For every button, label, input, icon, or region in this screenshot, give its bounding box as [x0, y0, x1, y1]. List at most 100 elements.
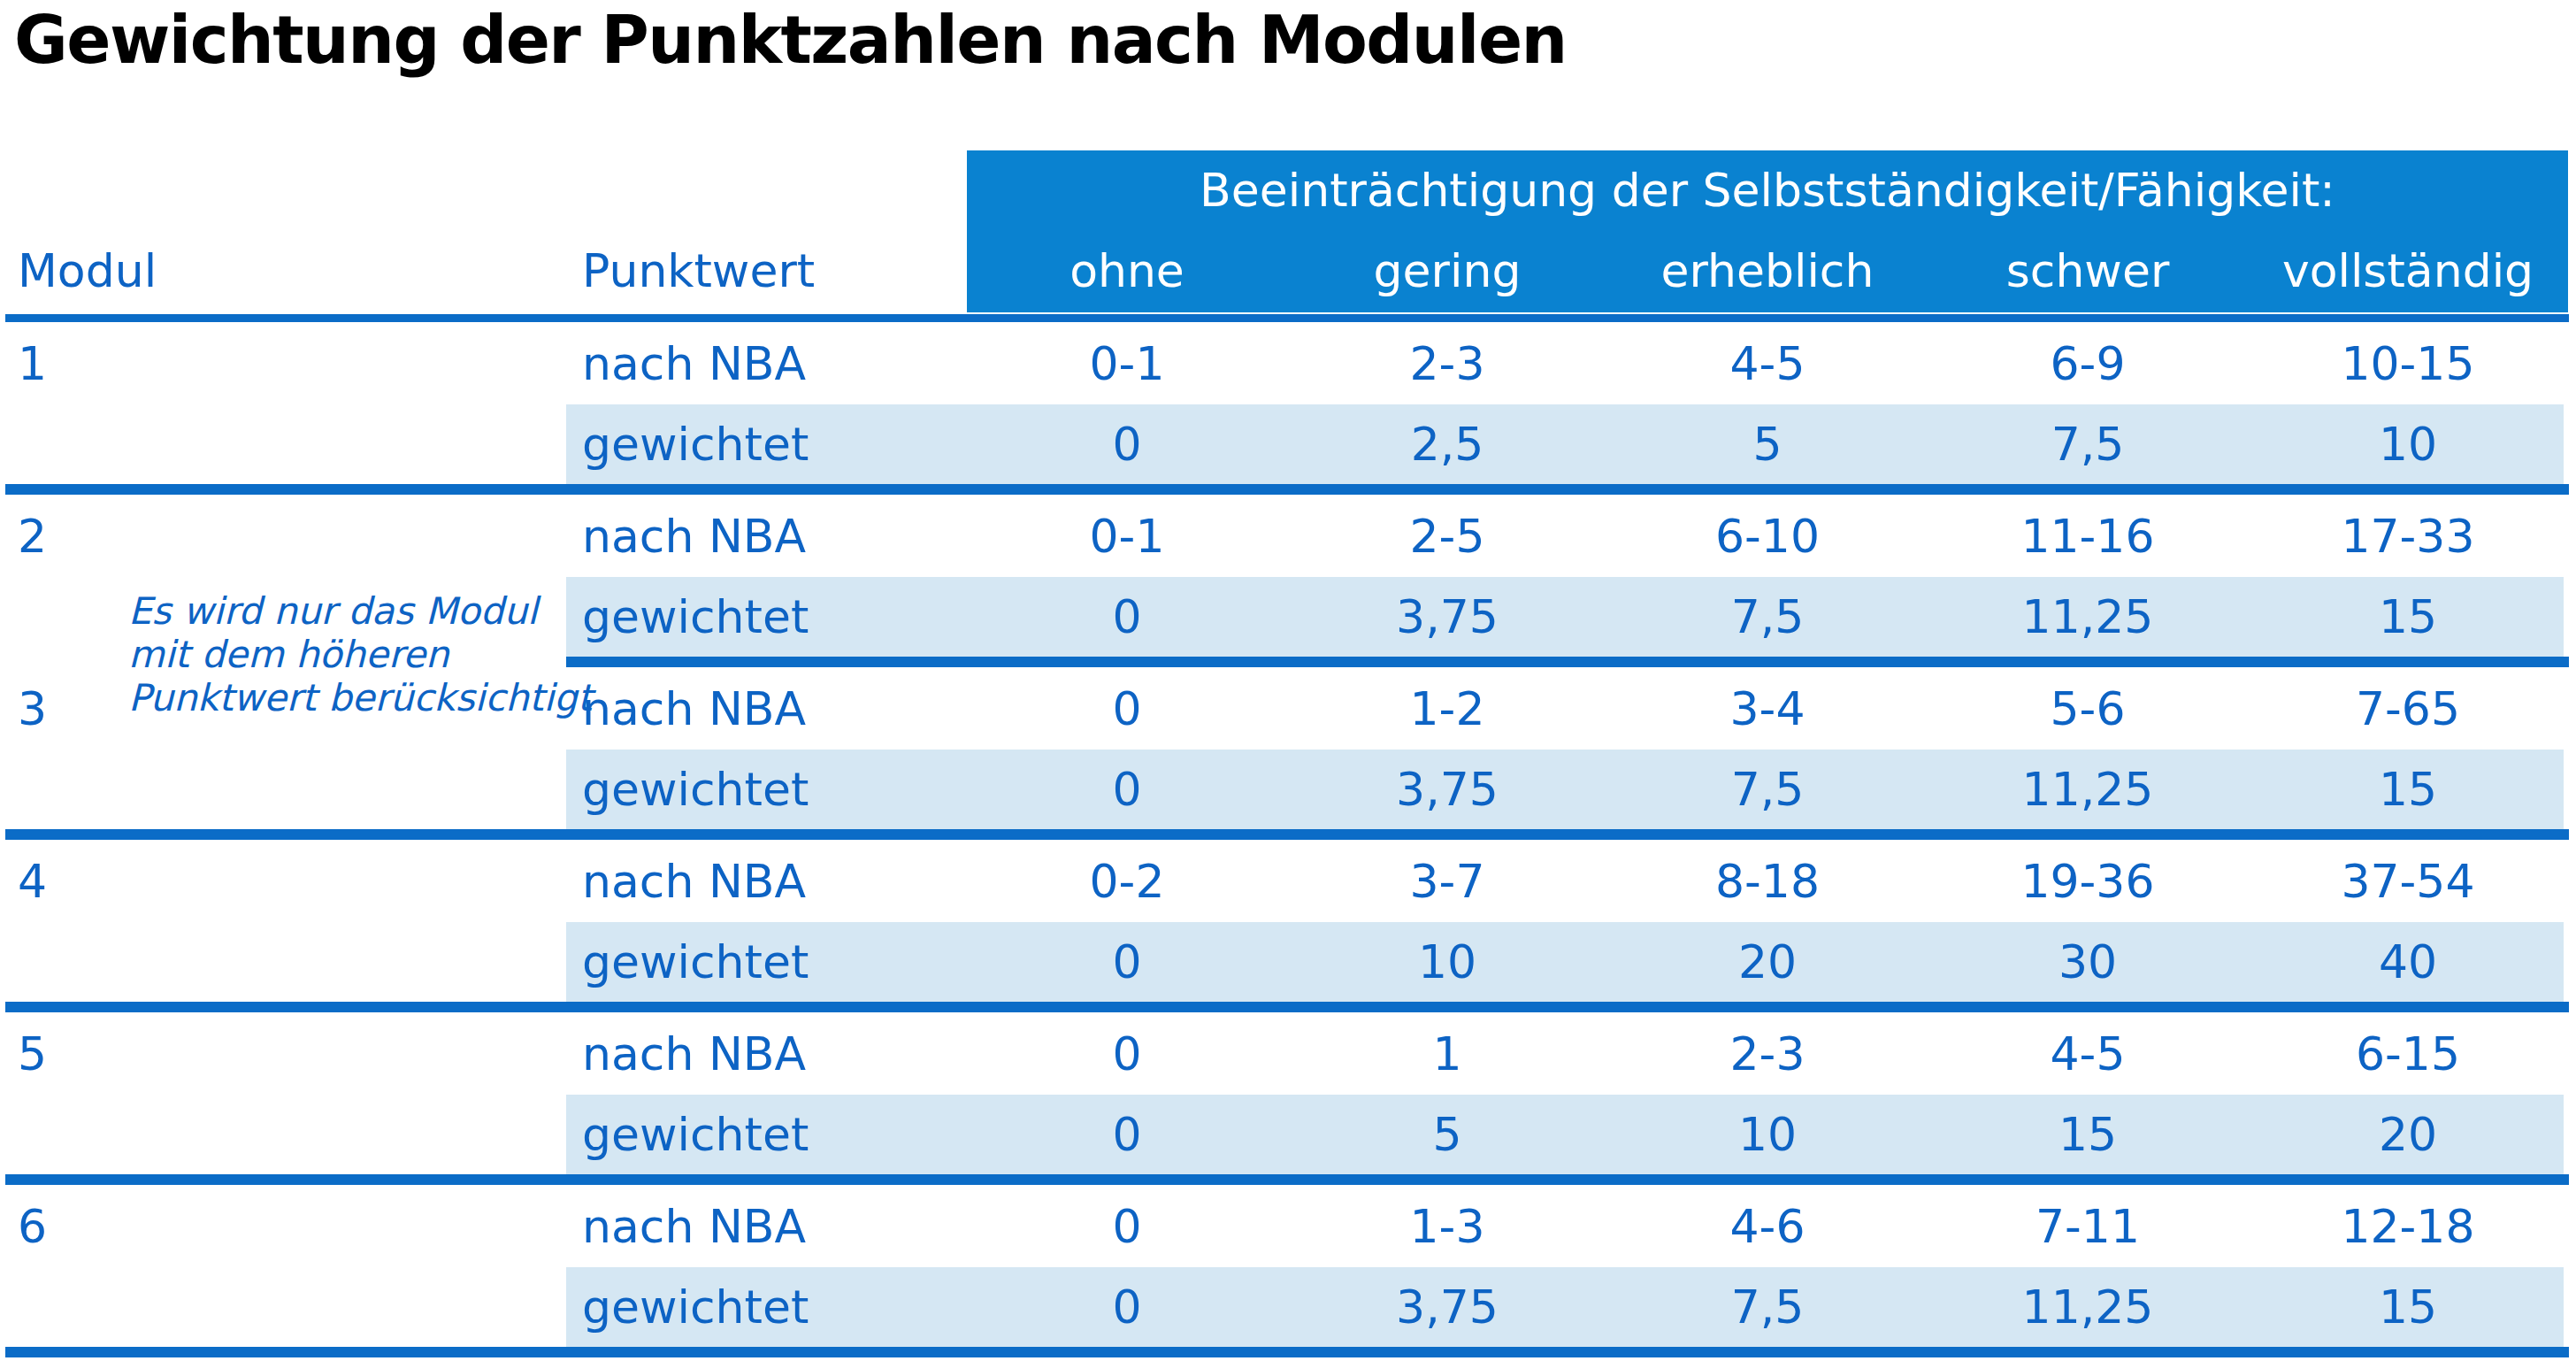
severity-header-ohne: ohne — [967, 228, 1287, 312]
value-cell: 0 — [967, 1012, 1287, 1095]
module-number: 6 — [18, 1185, 47, 1267]
value-cell: 20 — [1607, 922, 1928, 1002]
value-cell: 7-65 — [2248, 667, 2568, 750]
value-cell: 0 — [967, 1185, 1287, 1267]
weighted-row-label: gewichtet — [582, 922, 809, 1002]
value-cell: 0 — [967, 404, 1287, 484]
value-cell: 0 — [967, 750, 1287, 829]
nba-row-label: nach NBA — [582, 1185, 806, 1267]
value-cell: 7,5 — [1607, 750, 1928, 829]
value-cell: 3,75 — [1287, 1267, 1607, 1347]
value-cell: 10 — [1287, 922, 1607, 1002]
module-nba-row: 6 nach NBA 01-34-67-1112-18 — [0, 1185, 2576, 1267]
value-cell: 5 — [1607, 404, 1928, 484]
page-title: Gewichtung der Punktzahlen nach Modulen — [14, 2, 1567, 78]
module-weighted-row: gewichtet 03,757,511,2515 — [0, 1267, 2576, 1347]
module-weighted-row: gewichtet 010203040 — [0, 922, 2576, 1002]
value-cell: 0 — [967, 1267, 1287, 1347]
weighted-row-band: gewichtet 02,557,510 — [566, 404, 2564, 484]
nba-row-label: nach NBA — [582, 1012, 806, 1095]
document-page: Gewichtung der Punktzahlen nach Modulen … — [0, 0, 2576, 1361]
value-cell: 17-33 — [2248, 495, 2568, 577]
severity-header-erheblich: erheblich — [1607, 228, 1928, 312]
weighted-row-band: gewichtet 010203040 — [566, 922, 2564, 1002]
module-separator-line — [566, 657, 2569, 667]
weighted-row-band: gewichtet 05101520 — [566, 1095, 2564, 1174]
value-cell: 7,5 — [1607, 1267, 1928, 1347]
module-number: 2 — [18, 495, 47, 577]
value-cell: 0-2 — [967, 840, 1287, 922]
module-separator-line — [5, 1347, 2569, 1357]
nba-values: 0-23-78-1819-3637-54 — [967, 840, 2568, 922]
value-cell: 37-54 — [2248, 840, 2568, 922]
value-cell: 10-15 — [2248, 322, 2568, 404]
nba-row-label: nach NBA — [582, 840, 806, 922]
nba-values: 012-34-56-15 — [967, 1012, 2568, 1095]
value-cell: 8-18 — [1607, 840, 1928, 922]
module-weighted-row: gewichtet 03,757,511,2515 — [0, 750, 2576, 829]
module-nba-row: 2 nach NBA 0-12-56-1011-1617-33 — [0, 495, 2576, 577]
module-number: 1 — [18, 322, 47, 404]
value-cell: 10 — [2248, 404, 2568, 484]
header-divider-line — [5, 314, 2569, 322]
module-weighted-row: gewichtet 02,557,510 — [0, 404, 2576, 484]
value-cell: 15 — [2248, 577, 2568, 657]
weighted-values: 03,757,511,2515 — [967, 750, 2568, 829]
value-cell: 3-4 — [1607, 667, 1928, 750]
value-cell: 7,5 — [1607, 577, 1928, 657]
weighted-values: 03,757,511,2515 — [967, 577, 2568, 657]
weighted-row-label: gewichtet — [582, 1267, 809, 1347]
nba-values: 0-12-34-56-910-15 — [967, 322, 2568, 404]
weighted-values: 02,557,510 — [967, 404, 2568, 484]
value-cell: 0 — [967, 922, 1287, 1002]
weighted-values: 010203040 — [967, 922, 2568, 1002]
value-cell: 4-5 — [1928, 1012, 2248, 1095]
value-cell: 5 — [1287, 1095, 1607, 1174]
severity-group-header: Beeinträchtigung der Selbstständigkeit/F… — [967, 150, 2568, 230]
value-cell: 0 — [967, 667, 1287, 750]
module-nba-row: 5 nach NBA 012-34-56-15 — [0, 1012, 2576, 1095]
value-cell: 3-7 — [1287, 840, 1607, 922]
module-block: 6 nach NBA 01-34-67-1112-18 gewichtet 03… — [0, 1185, 2576, 1357]
nba-row-label: nach NBA — [582, 322, 806, 404]
nba-values: 01-23-45-67-65 — [967, 667, 2568, 750]
nba-values: 01-34-67-1112-18 — [967, 1185, 2568, 1267]
value-cell: 12-18 — [2248, 1185, 2568, 1267]
value-cell: 11,25 — [1928, 750, 2248, 829]
value-cell: 2,5 — [1287, 404, 1607, 484]
module-block: 5 nach NBA 012-34-56-15 gewichtet 051015… — [0, 1012, 2576, 1185]
value-cell: 6-15 — [2248, 1012, 2568, 1095]
module-weighted-row: gewichtet 05101520 — [0, 1095, 2576, 1174]
note-modules-2-3: Es wird nur das Modul mit dem höheren Pu… — [128, 589, 592, 719]
nba-row-label: nach NBA — [582, 667, 806, 750]
weighted-row-label: gewichtet — [582, 577, 809, 657]
value-cell: 0 — [967, 1095, 1287, 1174]
value-cell: 3,75 — [1287, 577, 1607, 657]
value-cell: 2-5 — [1287, 495, 1607, 577]
module-nba-row: 1 nach NBA 0-12-34-56-910-15 — [0, 322, 2576, 404]
column-header-modul: Modul — [18, 228, 157, 312]
value-cell: 30 — [1928, 922, 2248, 1002]
module-separator-line — [5, 829, 2569, 840]
left-column-headers: Modul Punktwert — [0, 228, 967, 312]
value-cell: 15 — [2248, 750, 2568, 829]
module-number: 4 — [18, 840, 47, 922]
weighted-values: 05101520 — [967, 1095, 2568, 1174]
value-cell: 5-6 — [1928, 667, 2248, 750]
weighted-row-label: gewichtet — [582, 1095, 809, 1174]
weighted-row-band: gewichtet 03,757,511,2515 — [566, 577, 2564, 657]
weighted-values: 03,757,511,2515 — [967, 1267, 2568, 1347]
value-cell: 0-1 — [967, 322, 1287, 404]
value-cell: 6-9 — [1928, 322, 2248, 404]
module-separator-line — [5, 1002, 2569, 1012]
value-cell: 6-10 — [1607, 495, 1928, 577]
value-cell: 1-3 — [1287, 1185, 1607, 1267]
value-cell: 1-2 — [1287, 667, 1607, 750]
module-separator-line — [5, 484, 2569, 495]
value-cell: 15 — [2248, 1267, 2568, 1347]
value-cell: 19-36 — [1928, 840, 2248, 922]
severity-header-schwer: schwer — [1928, 228, 2248, 312]
column-header-punktwert: Punktwert — [582, 228, 815, 312]
nba-row-label: nach NBA — [582, 495, 806, 577]
nba-values: 0-12-56-1011-1617-33 — [967, 495, 2568, 577]
